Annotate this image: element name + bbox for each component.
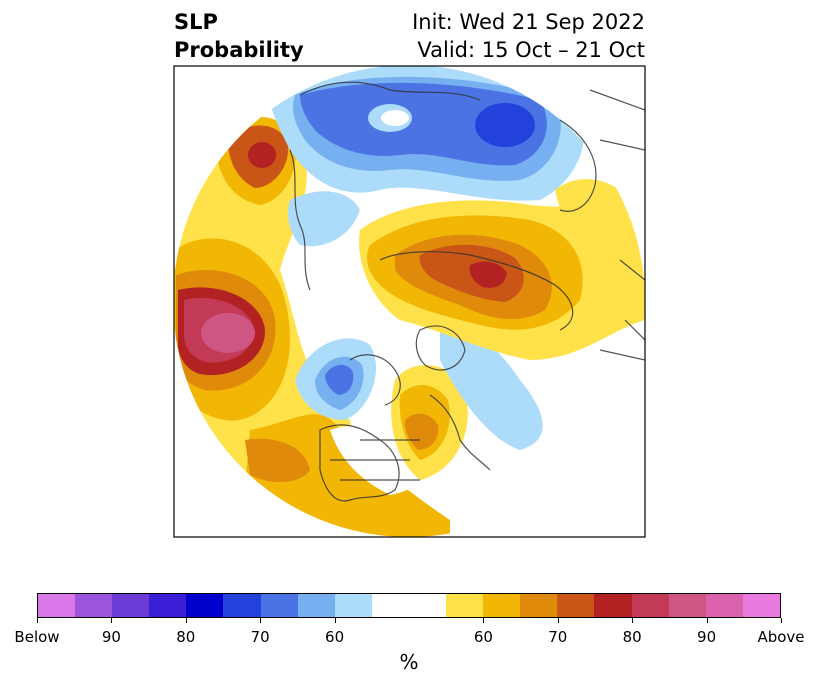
colorbar-tick-label: 70: [250, 628, 270, 646]
colorbar-tickmark: [334, 618, 336, 623]
colorbar-segment: [557, 594, 595, 617]
colorbar-tickmark: [185, 618, 187, 623]
map-field: [174, 66, 645, 537]
colorbar-tick-label: 70: [548, 628, 568, 646]
colorbar-tickmark: [632, 618, 634, 623]
colorbar-tick-label: 60: [473, 628, 493, 646]
colorbar-tick-label: 90: [101, 628, 121, 646]
pacific-core: [201, 313, 255, 353]
colorbar-segment: [520, 594, 558, 617]
probability-map: [173, 65, 646, 538]
colorbar-segment: [408, 594, 447, 617]
colorbar-segment: [112, 594, 150, 617]
colorbar-tickmark: [483, 618, 485, 623]
colorbar-segment: [297, 594, 335, 617]
colorbar-tick-label: Above: [757, 628, 805, 646]
colorbar: [37, 593, 781, 618]
colorbar-segment: [75, 594, 113, 617]
colorbar-tickmark: [111, 618, 113, 623]
colorbar-segment: [594, 594, 632, 617]
colorbar-tickmark: [557, 618, 559, 623]
init-date: Init: Wed 21 Sep 2022: [412, 10, 645, 34]
colorbar-segment: [483, 594, 521, 617]
colorbar-segment: [186, 594, 224, 617]
colorbar-tickmark: [781, 618, 782, 623]
title-right: Init: Wed 21 Sep 2022 Valid: 15 Oct – 21…: [412, 8, 645, 64]
colorbar-tick-label: 90: [697, 628, 717, 646]
colorbar-segment: [260, 594, 298, 617]
colorbar-tickmark: [37, 618, 38, 623]
title-left: SLP Probability: [174, 8, 304, 64]
map-frame: [173, 65, 646, 538]
colorbar-tickmark: [260, 618, 262, 623]
title-variable: SLP: [174, 10, 218, 34]
colorbar-segment: [371, 594, 409, 617]
title-subtitle: Probability: [174, 38, 304, 62]
colorbar-tickmark: [706, 618, 708, 623]
colorbar-unit: %: [399, 650, 419, 674]
valid-range: Valid: 15 Oct – 21 Oct: [417, 38, 645, 62]
colorbar-segment: [223, 594, 261, 617]
colorbar-segment: [668, 594, 706, 617]
coastlines: [289, 81, 645, 502]
colorbar-tick-label: 80: [176, 628, 196, 646]
colorbar-segment: [742, 594, 780, 617]
colorbar-segment: [705, 594, 743, 617]
colorbar-segment: [334, 594, 372, 617]
colorbar-segment: [38, 594, 76, 617]
colorbar-segment: [446, 594, 484, 617]
colorbar-segment: [631, 594, 669, 617]
colorbar-tick-label: 80: [622, 628, 642, 646]
colorbar-tick-label: Below: [14, 628, 60, 646]
colorbar-segment: [149, 594, 187, 617]
colorbar-tick-label: 60: [325, 628, 345, 646]
